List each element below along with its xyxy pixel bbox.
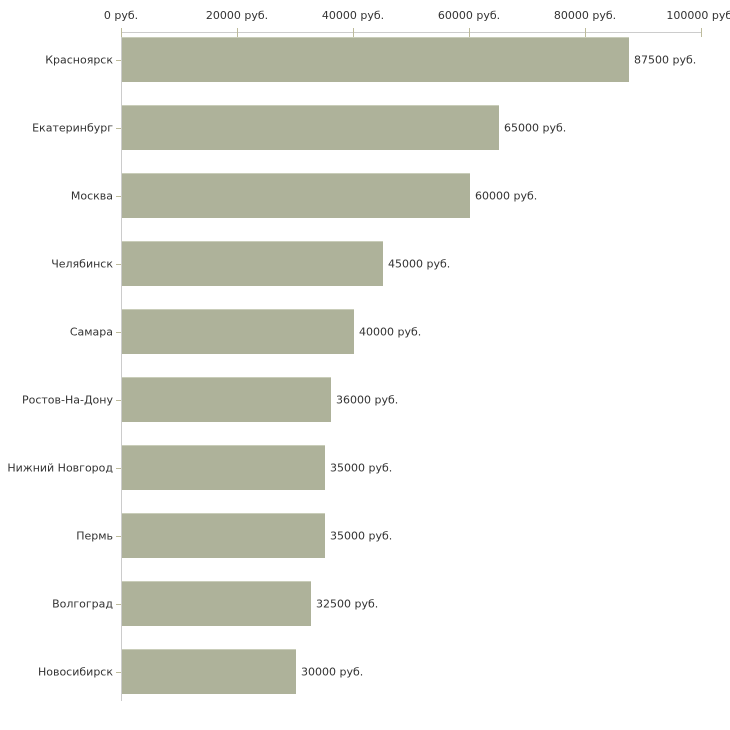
x-axis-line — [121, 32, 701, 33]
bar-7 — [122, 445, 325, 490]
y-tick-mark — [116, 400, 121, 401]
category-label: Самара — [69, 325, 113, 338]
value-label: 65000 руб. — [504, 121, 567, 134]
value-label: 32500 руб. — [316, 597, 379, 610]
value-label: 35000 руб. — [330, 529, 393, 542]
category-label: Москва — [70, 189, 113, 202]
bar-9 — [122, 581, 311, 626]
x-tick-label: 100000 руб. — [666, 9, 730, 22]
category-label: Нижний Новгород — [7, 461, 113, 474]
x-tick-mark — [237, 28, 238, 37]
y-tick-mark — [116, 672, 121, 673]
x-tick-mark — [121, 28, 122, 37]
value-label: 36000 руб. — [336, 393, 399, 406]
value-label: 35000 руб. — [330, 461, 393, 474]
bar-1 — [122, 37, 629, 82]
x-tick-label: 80000 руб. — [553, 9, 617, 22]
category-label: Пермь — [76, 529, 113, 542]
category-label: Ростов-На-Дону — [21, 393, 113, 406]
y-tick-mark — [116, 60, 121, 61]
x-tick-mark — [585, 28, 586, 37]
value-label: 30000 руб. — [301, 665, 364, 678]
x-tick-label: 20000 руб. — [205, 9, 269, 22]
bar-3 — [122, 173, 470, 218]
y-tick-mark — [116, 128, 121, 129]
x-tick-label: 0 руб. — [103, 9, 139, 22]
y-tick-mark — [116, 536, 121, 537]
y-tick-mark — [116, 604, 121, 605]
bar-5 — [122, 309, 354, 354]
value-label: 40000 руб. — [359, 325, 422, 338]
y-tick-mark — [116, 264, 121, 265]
x-tick-mark — [701, 28, 702, 37]
y-tick-mark — [116, 196, 121, 197]
category-label: Новосибирск — [37, 665, 113, 678]
value-label: 87500 руб. — [634, 53, 697, 66]
category-label: Красноярск — [45, 53, 113, 66]
bar-4 — [122, 241, 383, 286]
bar-10 — [122, 649, 296, 694]
y-tick-mark — [116, 468, 121, 469]
x-tick-mark — [353, 28, 354, 37]
value-label: 45000 руб. — [388, 257, 451, 270]
x-tick-label: 40000 руб. — [321, 9, 385, 22]
value-label: 60000 руб. — [475, 189, 538, 202]
category-label: Челябинск — [51, 257, 113, 270]
bar-6 — [122, 377, 331, 422]
category-label: Волгоград — [52, 597, 113, 610]
bar-8 — [122, 513, 325, 558]
x-tick-mark — [469, 28, 470, 37]
category-label: Екатеринбург — [32, 121, 113, 134]
bar-2 — [122, 105, 499, 150]
x-tick-label: 60000 руб. — [437, 9, 501, 22]
y-axis-line — [121, 32, 122, 701]
y-tick-mark — [116, 332, 121, 333]
